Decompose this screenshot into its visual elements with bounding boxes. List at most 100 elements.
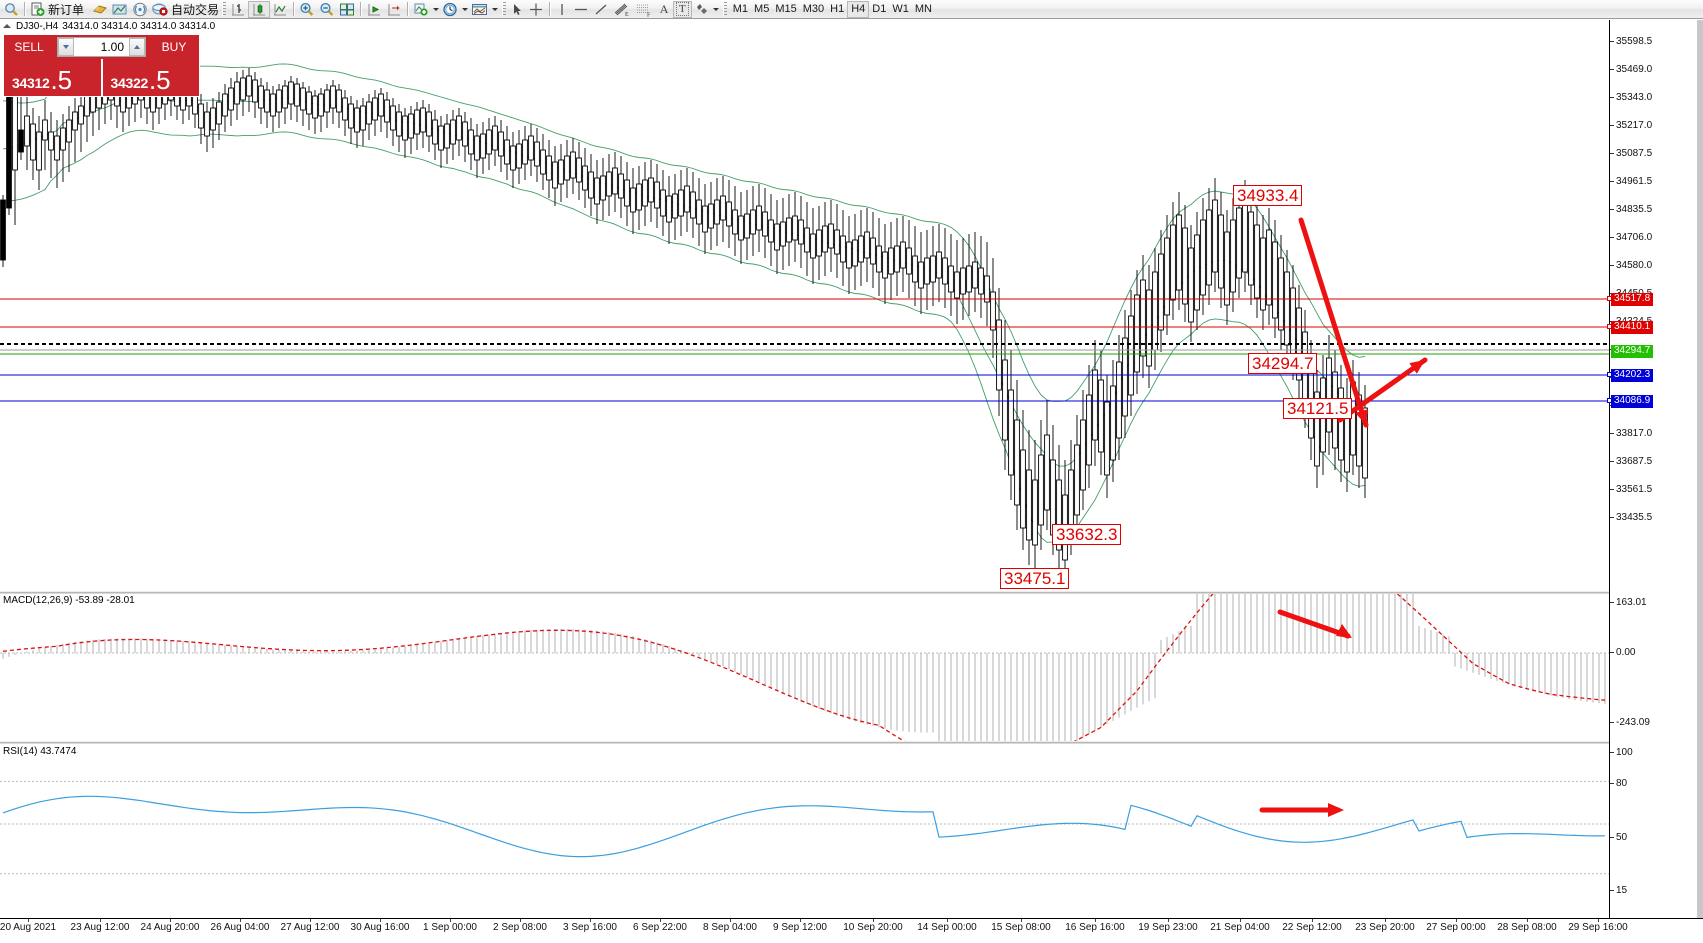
sell-price-fraction: .5	[50, 64, 73, 95]
buy-button[interactable]: BUY	[149, 35, 199, 59]
price-level-badge[interactable]: 34410.1	[1611, 321, 1654, 334]
time-tick-label: 27 Aug 12:00	[280, 922, 340, 933]
tile-windows-icon[interactable]	[337, 1, 357, 18]
templates-icon[interactable]	[469, 1, 490, 18]
timeframe-m30[interactable]: M30	[800, 1, 827, 18]
scrollbar-thumb[interactable]	[1697, 20, 1703, 918]
price-level-handle[interactable]	[1607, 398, 1612, 403]
one-click-trading-controls: SELL 1.00 BUY	[4, 35, 199, 59]
price-tick: 35343.0	[1610, 92, 1652, 103]
price-tick: 33435.5	[1610, 512, 1652, 523]
price-annotation[interactable]: 34121.5	[1283, 398, 1353, 419]
time-tick-label: 29 Sep 16:00	[1568, 922, 1628, 933]
period-clock-icon[interactable]	[440, 1, 460, 18]
time-tick-mark	[590, 919, 591, 922]
toolbar-grip[interactable]	[219, 2, 228, 17]
price-tick: 35087.5	[1610, 148, 1652, 159]
line-chart-icon[interactable]	[270, 1, 290, 18]
price-level-badge[interactable]: 34202.3	[1611, 369, 1654, 382]
new-order-label[interactable]: 新订单	[48, 2, 85, 17]
one-click-trading-panel[interactable]: SELL 1.00 BUY 34312 .5 34322 .5	[3, 34, 200, 97]
time-axis[interactable]: 20 Aug 2021 23 Aug 12:00 24 Aug 20:00 26 Au…	[0, 918, 1703, 943]
timeframe-d1[interactable]: D1	[869, 1, 889, 18]
macd-pane[interactable]	[0, 594, 1609, 741]
crosshair-icon[interactable]	[526, 1, 546, 18]
price-level-badge[interactable]: 34294.7	[1611, 345, 1654, 358]
auto-trading-label[interactable]: 自动交易	[171, 2, 220, 17]
toolbar-grip[interactable]	[721, 2, 730, 17]
zoom-in-icon[interactable]	[297, 1, 317, 18]
signals-icon[interactable]	[130, 1, 150, 18]
auto-trading-button[interactable]	[150, 1, 170, 18]
indicators-chevron-down-icon[interactable]	[431, 8, 440, 11]
price-level-handle[interactable]	[1607, 372, 1612, 377]
sell-button[interactable]: SELL	[4, 35, 54, 59]
equidistant-channel-icon[interactable]: E	[611, 1, 633, 18]
pane-divider[interactable]	[0, 591, 1703, 594]
volume-increase-icon[interactable]	[129, 38, 145, 56]
price-annotation[interactable]: 34933.4	[1233, 185, 1303, 206]
text-label-icon[interactable]: T	[673, 0, 692, 18]
zoom-tool-icon[interactable]	[2, 1, 21, 18]
time-tick-label: 27 Sep 00:00	[1426, 922, 1486, 933]
timeframe-w1[interactable]: W1	[889, 1, 912, 18]
volume-dropdown-icon[interactable]	[58, 38, 74, 56]
price-level-handle[interactable]	[1607, 296, 1612, 301]
timeframe-m5[interactable]: M5	[751, 1, 772, 18]
time-tick-mark	[1168, 919, 1169, 922]
vertical-scrollbar[interactable]	[1697, 20, 1703, 918]
meta-editor-icon[interactable]	[110, 1, 130, 18]
trendline-icon[interactable]	[591, 1, 611, 18]
price-annotation[interactable]: 33475.1	[1000, 568, 1070, 589]
toolbar-separator	[357, 2, 364, 17]
period-chevron-down-icon[interactable]	[460, 8, 469, 11]
timeframe-m1[interactable]: M1	[730, 1, 751, 18]
price-chart-svg	[0, 61, 1609, 572]
pane-divider[interactable]	[0, 741, 1703, 744]
time-tick-mark	[660, 919, 661, 922]
cursor-icon[interactable]	[508, 1, 526, 18]
volume-stepper[interactable]: 1.00	[57, 37, 146, 57]
price-axis[interactable]: 35598.5 35469.0 35343.0 35217.0 35087.5 34961…	[1607, 20, 1703, 918]
price-tick: 34961.5	[1610, 176, 1652, 187]
rsi-pane[interactable]	[0, 745, 1609, 918]
shapes-icon[interactable]	[692, 1, 712, 18]
price-annotation[interactable]: 34294.7	[1248, 353, 1318, 374]
price-level-badge[interactable]: 34086.9	[1611, 395, 1654, 408]
zoom-out-icon[interactable]	[317, 1, 337, 18]
timeframe-h1[interactable]: H1	[827, 1, 847, 18]
price-annotation[interactable]: 33632.3	[1052, 524, 1122, 545]
chart-shift-icon[interactable]	[384, 1, 404, 18]
timeframe-label: M15	[775, 3, 797, 15]
time-tick-label: 14 Sep 00:00	[917, 922, 977, 933]
price-chart-pane[interactable]	[0, 20, 1609, 592]
price-level-handle[interactable]	[1607, 324, 1612, 329]
indicators-icon[interactable]	[411, 1, 431, 18]
horizontal-line-icon[interactable]	[571, 1, 591, 18]
toolbar-grip[interactable]	[499, 2, 508, 17]
time-tick-label: 8 Sep 04:00	[703, 922, 757, 933]
price-level-badge[interactable]: 34517.8	[1611, 293, 1654, 306]
time-tick-label: 23 Sep 20:00	[1355, 922, 1415, 933]
shapes-chevron-down-icon[interactable]	[712, 8, 721, 11]
timeframe-m15[interactable]: M15	[772, 1, 799, 18]
price-tick: 34706.0	[1610, 232, 1652, 243]
collapse-triangle-icon[interactable]	[3, 24, 11, 28]
expert-advisor-icon[interactable]	[90, 1, 110, 18]
candlestick-chart-icon[interactable]	[248, 0, 271, 18]
new-order-button[interactable]	[28, 1, 47, 18]
timeframe-mn[interactable]: MN	[912, 1, 935, 18]
time-tick-label: 20 Aug 2021	[0, 922, 57, 933]
buy-price[interactable]: 34322 .5	[103, 59, 200, 96]
bar-chart-icon[interactable]	[228, 1, 248, 18]
timeframe-h4[interactable]: H4	[847, 0, 870, 18]
sell-price[interactable]: 34312 .5	[4, 59, 101, 96]
text-icon[interactable]: A	[659, 1, 669, 16]
vertical-line-icon[interactable]	[553, 1, 571, 18]
buy-price-integer: 34322	[110, 75, 149, 91]
fibonacci-retracement-icon[interactable]: F	[633, 1, 655, 18]
volume-input[interactable]: 1.00	[100, 40, 124, 54]
templates-chevron-down-icon[interactable]	[490, 8, 499, 11]
auto-scroll-icon[interactable]	[364, 1, 384, 18]
time-tick-mark	[520, 919, 521, 922]
